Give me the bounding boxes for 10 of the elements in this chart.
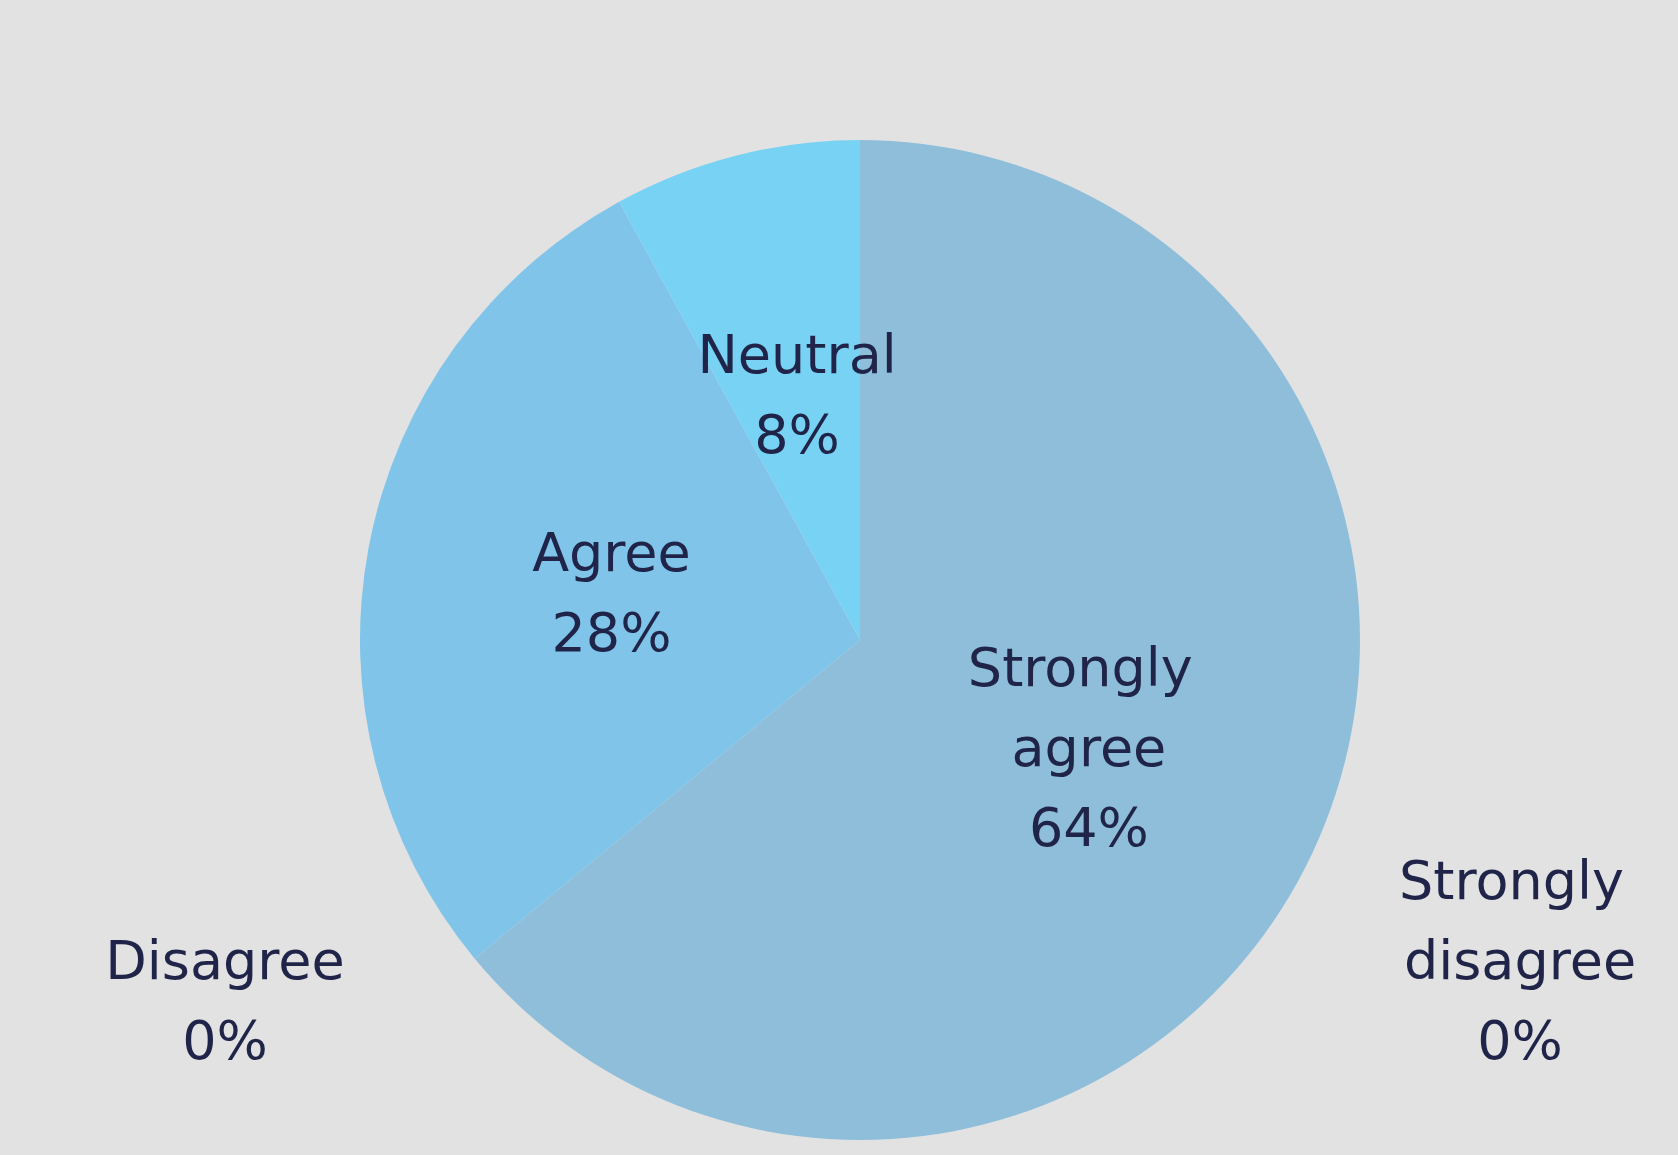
text: 0% bbox=[1477, 1008, 1563, 1072]
text: 0% bbox=[182, 1008, 268, 1072]
category-label: Strongly disagree bbox=[1398, 848, 1637, 992]
data-label: 64% bbox=[1028, 796, 1149, 860]
slice-label: Neutral bbox=[697, 323, 897, 387]
data-label: 28% bbox=[551, 601, 672, 665]
data-label: 8% bbox=[754, 403, 840, 467]
slice-label: Strongly agree bbox=[967, 636, 1210, 780]
slice-label: Agree bbox=[532, 521, 691, 585]
category-label: Disagree bbox=[105, 928, 345, 992]
